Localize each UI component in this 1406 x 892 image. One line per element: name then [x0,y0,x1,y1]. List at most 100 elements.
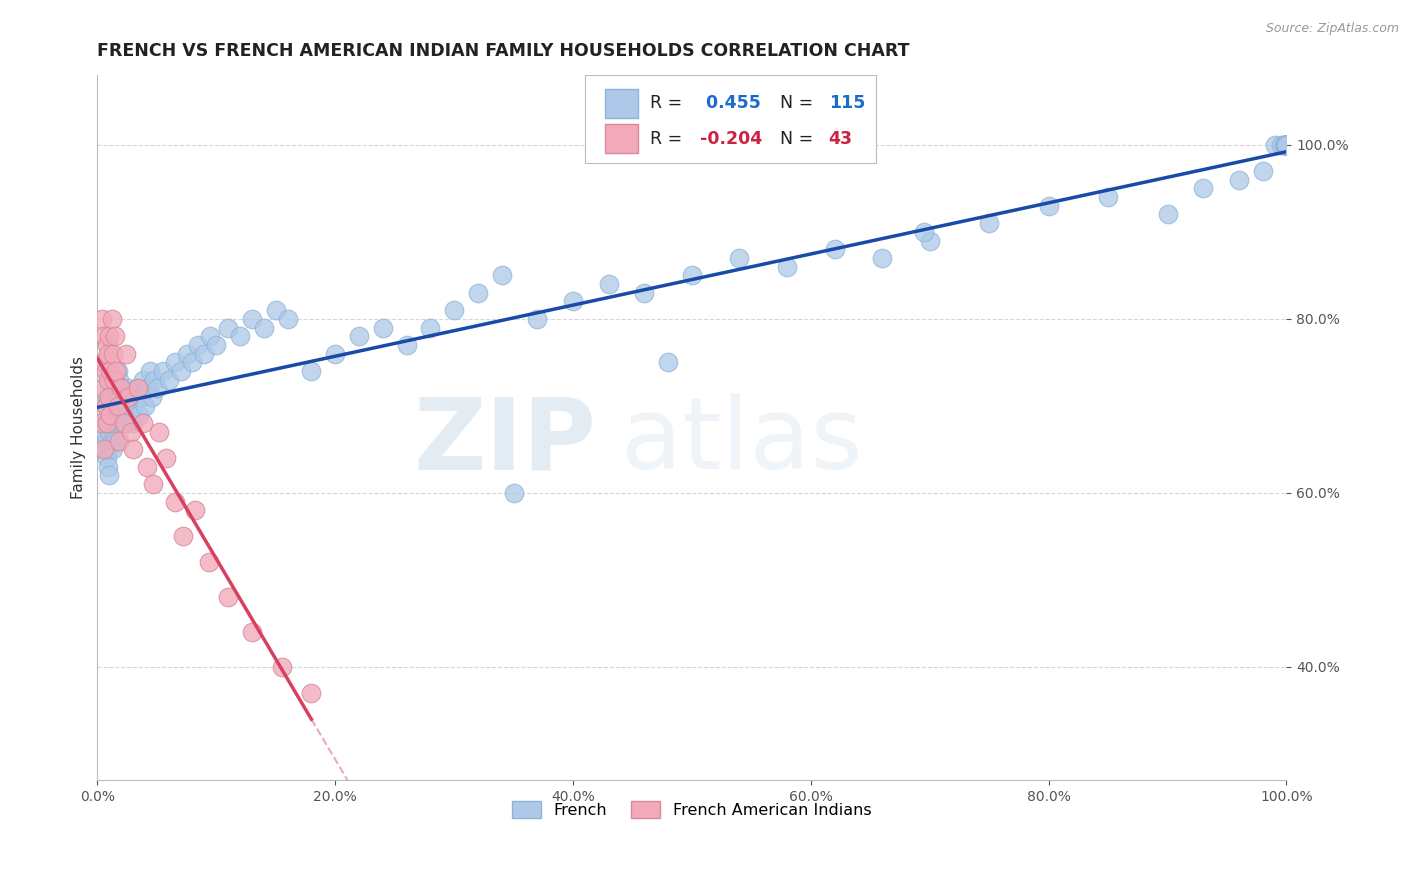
Text: N =: N = [769,129,818,148]
Point [299,686,322,700]
Point [918,234,941,248]
Point [98,442,121,457]
Point [91,381,114,395]
Point [98,329,121,343]
Point [94,364,117,378]
Point [1097,190,1119,204]
Point [562,294,585,309]
Point [240,311,263,326]
Point [101,416,124,430]
Point [681,268,703,283]
Point [103,373,125,387]
Point [870,251,893,265]
Point [90,416,112,430]
Point [187,338,209,352]
Point [117,381,139,395]
Point [105,381,128,395]
Point [172,529,194,543]
Point [299,364,322,378]
Point [1275,137,1298,152]
Point [1274,137,1296,152]
Legend: French, French American Indians: French, French American Indians [506,795,877,825]
Point [155,450,177,465]
Point [136,381,159,395]
Point [100,434,122,448]
Point [104,373,127,387]
Point [491,268,513,283]
Point [217,320,239,334]
Point [253,320,276,334]
Point [94,434,117,448]
Point [1275,137,1298,152]
Point [91,442,114,457]
Point [101,346,124,360]
Point [979,216,1001,230]
Point [93,442,115,457]
Point [110,381,132,395]
Point [419,320,441,334]
Point [776,260,799,274]
Point [91,355,114,369]
Y-axis label: Family Households: Family Households [72,356,86,500]
Point [105,364,128,378]
Point [912,225,935,239]
Point [97,459,120,474]
Point [107,399,129,413]
Point [100,408,122,422]
Point [1275,137,1298,152]
Point [163,355,186,369]
Text: 43: 43 [828,129,852,148]
Text: R =: R = [651,129,688,148]
Point [1192,181,1215,195]
Point [101,381,124,395]
Point [94,399,117,413]
Point [229,329,252,343]
Point [176,346,198,360]
Point [115,346,138,360]
Point [217,591,239,605]
Point [104,329,127,343]
Point [141,390,163,404]
Point [146,381,169,395]
Point [240,625,263,640]
Point [118,408,141,422]
Point [114,390,136,404]
Point [131,416,153,430]
Point [108,390,131,404]
Point [115,416,138,430]
Point [100,399,122,413]
Point [598,277,620,291]
Point [112,408,135,422]
Point [193,346,215,360]
FancyBboxPatch shape [605,88,638,119]
Point [115,399,138,413]
Point [184,503,207,517]
Point [94,399,117,413]
Text: ZIP: ZIP [413,393,596,491]
Point [107,408,129,422]
Point [142,477,165,491]
Point [98,468,121,483]
Point [136,459,159,474]
Point [1251,164,1274,178]
Point [1274,137,1296,152]
Point [117,390,139,404]
Point [97,373,120,387]
Point [371,320,394,334]
Point [107,373,129,387]
Point [110,381,132,395]
Point [824,242,846,256]
Point [104,399,127,413]
Point [122,442,145,457]
Point [100,364,122,378]
Point [131,390,153,404]
Point [1275,137,1298,152]
Point [97,408,120,422]
Point [1038,199,1060,213]
Point [131,373,153,387]
Text: 0.455: 0.455 [700,95,761,112]
Text: N =: N = [769,95,818,112]
Point [107,434,129,448]
Point [122,399,145,413]
Point [120,390,142,404]
